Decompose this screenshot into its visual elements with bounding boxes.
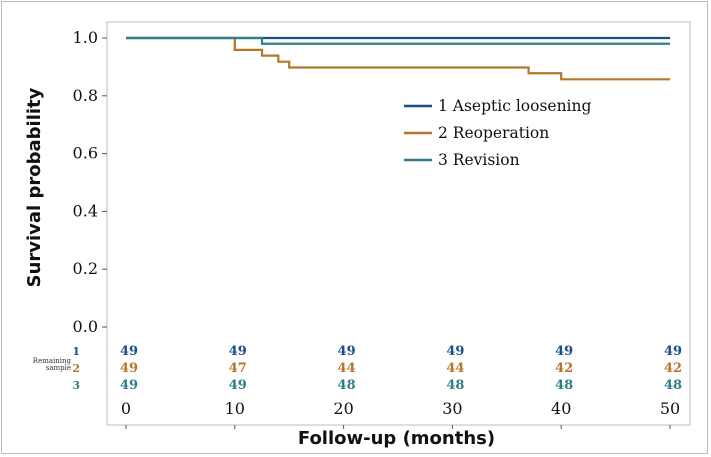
risk-value: 48	[338, 378, 356, 393]
x-tick-label: 30	[442, 399, 462, 418]
risk-value: 48	[555, 378, 573, 393]
x-tick-label: 10	[225, 399, 245, 418]
risk-value: 49	[446, 344, 464, 359]
risk-table: 1 49 49 49 49 49 49 2 49 47 44 44 42 42 3 49 49 48 48 48 48 R…	[33, 344, 682, 393]
y-axis-title: Survival probability	[24, 87, 45, 287]
plot-area	[106, 21, 691, 426]
risk-row-id: 3	[72, 379, 80, 392]
risk-value: 49	[555, 344, 573, 359]
y-tick-label: 1.0	[73, 28, 98, 47]
risk-value: 49	[120, 344, 138, 359]
risk-value: 42	[664, 361, 682, 376]
risk-value: 49	[120, 361, 138, 376]
x-axis-title: Follow-up (months)	[298, 428, 495, 449]
x-tick-label: 0	[121, 399, 131, 418]
risk-value: 49	[229, 378, 247, 393]
risk-value: 49	[120, 378, 138, 393]
risk-value: 47	[229, 361, 247, 376]
risk-value: 49	[338, 344, 356, 359]
y-axis: 0.0 0.2 0.4 0.6 0.8 1.0	[73, 28, 107, 336]
risk-row-id: 1	[72, 345, 80, 358]
y-tick-label: 0.2	[73, 259, 98, 278]
legend-label-3: 3 Revision	[438, 151, 520, 169]
x-tick-label: 50	[660, 399, 680, 418]
legend-label-1: 1 Aseptic loosening	[438, 97, 591, 115]
risk-value: 49	[229, 344, 247, 359]
risk-value: 44	[338, 361, 356, 376]
risk-value: 49	[664, 344, 682, 359]
risk-table-label: sample	[46, 364, 71, 372]
y-tick-label: 0.6	[73, 144, 98, 163]
y-tick-label: 0.4	[73, 201, 98, 220]
x-tick-label: 40	[551, 399, 571, 418]
x-tick-label: 20	[333, 399, 353, 418]
series-line-2	[126, 36, 670, 81]
legend-label-2: 2 Reoperation	[438, 124, 549, 142]
y-tick-label: 0.0	[73, 317, 98, 336]
risk-table-label: Remaining	[33, 357, 72, 365]
risk-value: 44	[446, 361, 464, 376]
risk-value: 48	[664, 378, 682, 393]
risk-value: 42	[555, 361, 573, 376]
legend: 1 Aseptic loosening 2 Reoperation 3 Revisi…	[404, 97, 591, 169]
y-tick-label: 0.8	[73, 86, 98, 105]
survival-curves	[126, 36, 670, 81]
risk-value: 48	[446, 378, 464, 393]
x-axis: 0 10 20 30 40 50	[121, 399, 680, 429]
risk-row-id: 2	[72, 362, 80, 375]
series-line-3	[126, 36, 670, 45]
